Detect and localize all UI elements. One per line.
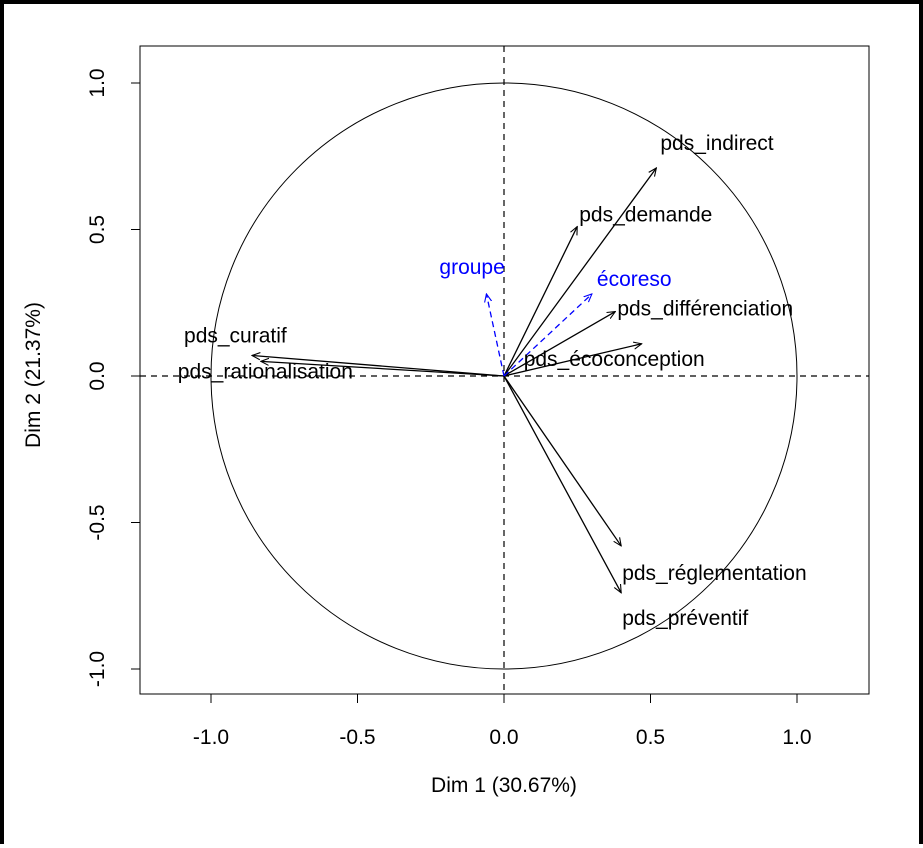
arrow-pds_rationalisation <box>261 361 505 377</box>
label-pds_différenciation: pds_différenciation <box>617 298 793 321</box>
x-tick-label: -1.0 <box>193 726 229 749</box>
y-tick-label: 1.0 <box>86 68 109 97</box>
label-pds_demande: pds_demande <box>579 204 712 227</box>
x-tick-label: 0.0 <box>489 726 518 749</box>
label-pds_rationalisation: pds_rationalisation <box>178 360 353 383</box>
y-tick-label: -0.5 <box>86 504 109 540</box>
arrow-pds_différenciation <box>503 312 615 377</box>
arrow-pds_préventif <box>503 375 621 593</box>
y-tick-label: 0.0 <box>86 361 109 390</box>
arrow-pds_écoconception <box>503 344 642 377</box>
label-écoreso: écoreso <box>597 268 672 291</box>
label-pds_curatif: pds_curatif <box>184 324 287 347</box>
x-tick-label: -0.5 <box>339 726 375 749</box>
arrow-pds_curatif <box>252 355 505 377</box>
label-pds_indirect: pds_indirect <box>660 132 773 155</box>
y-axis-label: Dim 2 (21.37%) <box>22 302 45 448</box>
label-pds_réglementation: pds_réglementation <box>622 562 806 585</box>
x-tick-label: 1.0 <box>782 726 811 749</box>
label-pds_écoconception: pds_écoconception <box>524 348 705 371</box>
x-tick-label: 0.5 <box>636 726 665 749</box>
y-tick-label: -1.0 <box>86 651 109 687</box>
arrow-écoreso <box>503 294 592 377</box>
y-tick-label: 0.5 <box>86 215 109 244</box>
arrow-pds_indirect <box>503 168 656 377</box>
label-pds_préventif: pds_préventif <box>622 607 748 630</box>
x-axis-label: Dim 1 (30.67%) <box>431 774 577 797</box>
label-groupe: groupe <box>439 256 504 279</box>
arrow-pds_demande <box>503 227 577 377</box>
arrow-groupe <box>486 294 505 377</box>
pca-chart: -1.0 -0.5 0.0 0.5 1.0 -1.0 -0.5 0.0 0.5 1.0 pds_i… <box>22 45 870 797</box>
arrow-pds_réglementation <box>503 375 621 546</box>
